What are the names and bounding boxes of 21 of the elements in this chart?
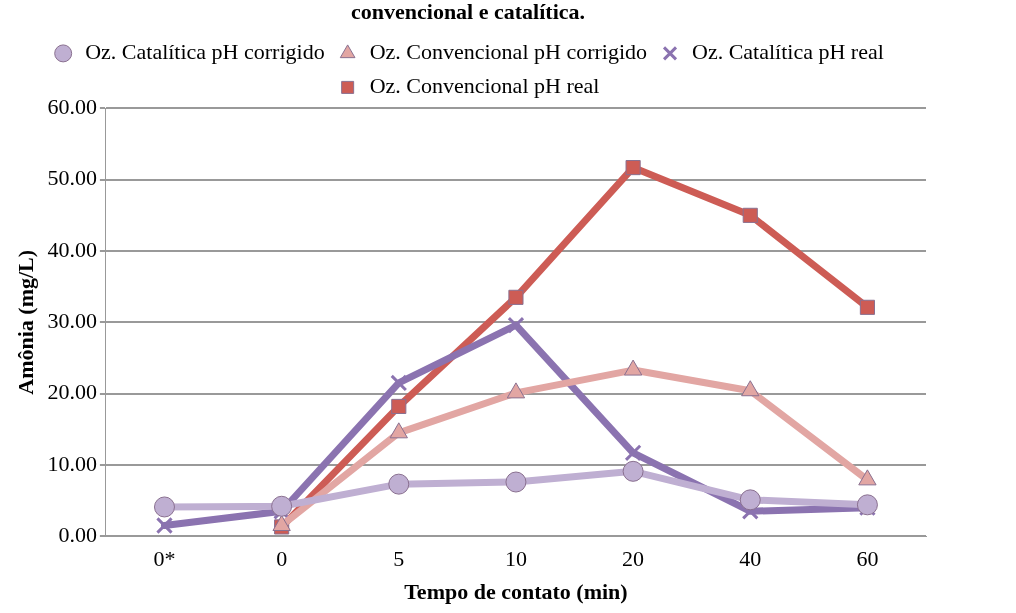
x-tick-label: 10 (504, 546, 527, 572)
y-tick-label: 30.00 (47, 308, 97, 334)
x-tick-label: 40 (739, 546, 762, 572)
y-tick-label: 40.00 (47, 236, 97, 262)
legend-label: Oz. Catalítica pH corrigido (85, 39, 325, 65)
y-tick-label: 50.00 (47, 165, 97, 191)
x-axis-title: Tempo de contato (min) (404, 579, 628, 605)
y-tick-label: 10.00 (47, 450, 97, 476)
legend-label: Oz. Convencional pH real (369, 73, 600, 99)
chart-title: convencional e catalítica. (350, 0, 586, 24)
y-axis-title: Amônia (mg/L) (12, 249, 38, 395)
legend-label: Oz. Catalítica pH real (692, 39, 884, 65)
x-tick-label: 5 (393, 546, 405, 572)
x-tick-label: 20 (622, 546, 645, 572)
legend-label: Oz. Convencional pH corrigido (369, 39, 648, 65)
y-tick-label: 60.00 (47, 94, 97, 120)
x-tick-label: 0* (153, 546, 176, 572)
y-tick-label: 20.00 (47, 379, 97, 405)
x-tick-label: 0 (276, 546, 288, 572)
y-tick-label: 0.00 (58, 521, 97, 547)
x-tick-label: 60 (856, 546, 879, 572)
